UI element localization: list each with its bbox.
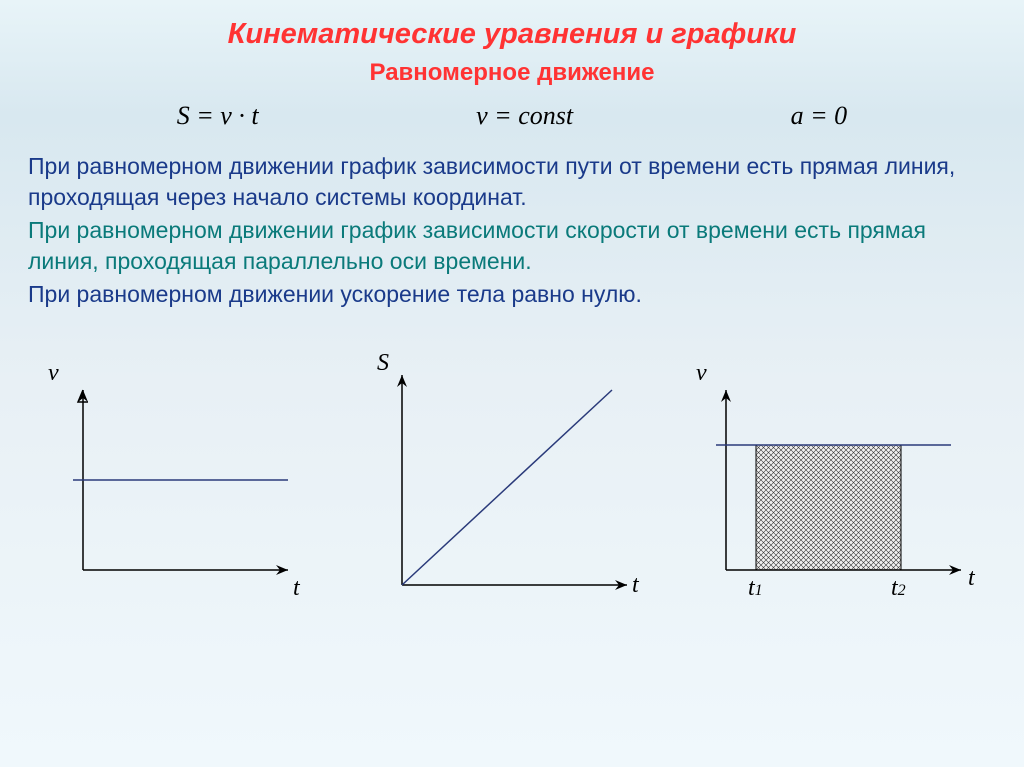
equation-2: v = const (476, 101, 573, 131)
paragraph-2: При равномерном движении график зависимо… (28, 215, 996, 277)
chart3-ylabel: v (696, 360, 707, 387)
chart3-xlabel: t (968, 565, 975, 592)
paragraph-1: При равномерном движении график зависимо… (28, 151, 996, 213)
equation-1: S = v · t (177, 101, 259, 131)
chart3-t2-sub: 2 (898, 582, 906, 599)
equation-3: a = 0 (791, 101, 848, 131)
chart3-svg (686, 350, 986, 610)
chart2-xlabel: t (632, 572, 639, 599)
chart1-xlabel: t (293, 575, 300, 602)
chart3-t1: t1 (748, 575, 763, 602)
chart-velocity: v t (38, 350, 338, 630)
chart1-ylabel: v (48, 360, 59, 387)
chart3-t1-label: t (748, 575, 755, 601)
chart-area: v t1 t2 t (686, 350, 986, 630)
chart1-svg (38, 350, 338, 610)
chart2-svg (362, 350, 662, 610)
equations-row: S = v · t v = const a = 0 (28, 101, 996, 131)
chart3-t2: t2 (891, 575, 906, 602)
chart3-t1-sub: 1 (755, 582, 763, 599)
charts-row: v t S t v (28, 350, 996, 630)
page-subtitle: Равномерное движение (28, 59, 996, 87)
chart3-t2-label: t (891, 575, 898, 601)
page-title: Кинематические уравнения и графики (28, 18, 996, 51)
chart2-ylabel: S (377, 350, 389, 377)
chart-distance: S t (362, 350, 662, 630)
paragraph-3: При равномерном движении ускорение тела … (28, 279, 996, 310)
